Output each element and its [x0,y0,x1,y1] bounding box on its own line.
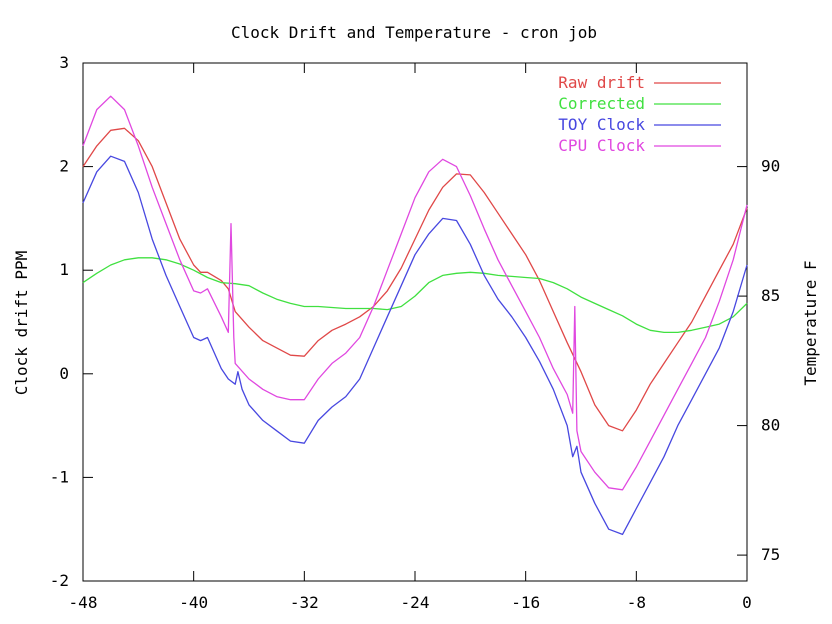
plot-frame [82,62,748,582]
series-line-raw-drift [82,127,748,432]
y-tick-label: -1 [50,467,69,486]
y-tick-label: 3 [59,53,69,72]
legend-label-corrected: Corrected [558,94,645,113]
series-line-cpu-clock [82,95,748,491]
y-tick-label: 2 [59,157,69,176]
x-tick-label: -8 [627,593,646,612]
x-tick-label: 0 [742,593,752,612]
y2-tick-label: 75 [761,545,780,564]
x-tick-label: -24 [401,593,430,612]
y-axis-label: Clock drift PPM [12,251,31,396]
axis-ticks: -48 -40 -32 -24 -16 -8 0 -2 -1 0 1 2 3 75 80 85 90 [50,53,781,612]
y2-tick-label: 85 [761,286,780,305]
y-tick-label: 1 [59,260,69,279]
x-tick-label: -40 [179,593,208,612]
legend-label-raw-drift: Raw drift [558,73,645,92]
chart-title: Clock Drift and Temperature - cron job [231,23,597,42]
y2-tick-label: 80 [761,416,780,435]
legend: Raw drift Corrected TOY Clock CPU Clock [558,73,721,155]
x-tick-label: -48 [69,593,98,612]
x-tick-label: -32 [290,593,319,612]
x-tick-label: -16 [511,593,540,612]
legend-label-cpu-clock: CPU Clock [558,136,645,155]
y-tick-label: -2 [50,571,69,590]
y-tick-label: 0 [59,364,69,383]
y2-axis-label: Temperature F [801,260,820,385]
series-line-corrected [82,257,748,334]
series-line-toy-clock [82,155,748,536]
series-layer [82,95,748,536]
y2-tick-label: 90 [761,157,780,176]
legend-label-toy-clock: TOY Clock [558,115,645,134]
